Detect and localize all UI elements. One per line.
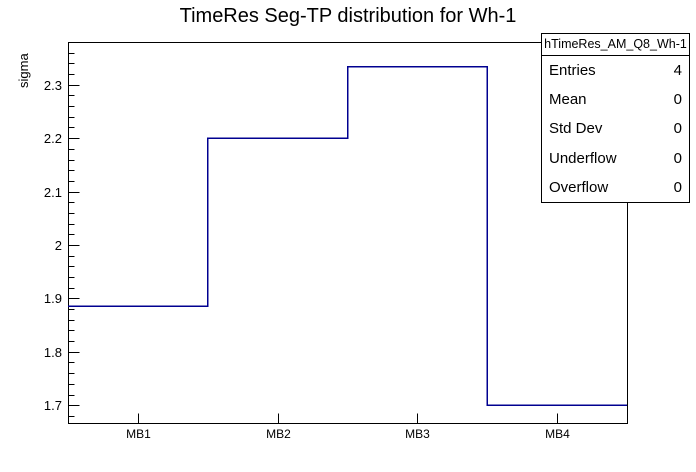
y-axis-ticks: 1.7 1.8 1.9 2 2.1 2.2 2.3 — [44, 78, 80, 413]
y-tick-label: 2 — [55, 238, 62, 253]
stats-row: Overflow 0 — [542, 173, 689, 202]
stats-label: Entries — [549, 62, 596, 80]
histogram-line — [68, 66, 627, 406]
stats-label: Mean — [549, 91, 587, 109]
stats-row: Underflow 0 — [542, 144, 689, 173]
stats-label: Underflow — [549, 149, 617, 167]
x-axis-ticks: MB1 MB2 MB3 MB4 — [126, 413, 570, 441]
stats-value: 4 — [673, 62, 682, 80]
stats-row: Entries 4 — [542, 56, 689, 85]
y-tick-label: 1.9 — [44, 291, 62, 306]
stats-label: Overflow — [549, 178, 609, 196]
y-tick-label: 2.2 — [44, 131, 62, 146]
stats-box-header: hTimeRes_AM_Q8_Wh-1 — [542, 34, 689, 56]
stats-value: 0 — [673, 91, 682, 109]
y-tick-label: 2.3 — [44, 78, 62, 93]
x-tick-label: MB1 — [126, 427, 151, 441]
y-axis-title: sigma — [16, 53, 31, 88]
x-tick-label: MB4 — [545, 427, 570, 441]
stats-row: Mean 0 — [542, 85, 689, 114]
x-tick-label: MB2 — [266, 427, 291, 441]
plot-title: TimeRes Seg-TP distribution for Wh-1 — [179, 5, 517, 27]
y-tick-label: 2.1 — [44, 185, 62, 200]
stats-value: 0 — [673, 149, 682, 167]
stats-box: hTimeRes_AM_Q8_Wh-1 Entries 4 Mean 0 Std… — [541, 33, 690, 203]
y-tick-label: 1.8 — [44, 345, 62, 360]
stats-label: Std Dev — [549, 120, 603, 138]
stats-row: Std Dev 0 — [542, 114, 689, 143]
y-axis-minor-ticks — [68, 42, 75, 417]
stats-value: 0 — [673, 178, 682, 196]
plot-frame — [68, 42, 628, 424]
x-tick-label: MB3 — [405, 427, 430, 441]
y-tick-label: 1.7 — [44, 398, 62, 413]
stats-value: 0 — [673, 120, 682, 138]
